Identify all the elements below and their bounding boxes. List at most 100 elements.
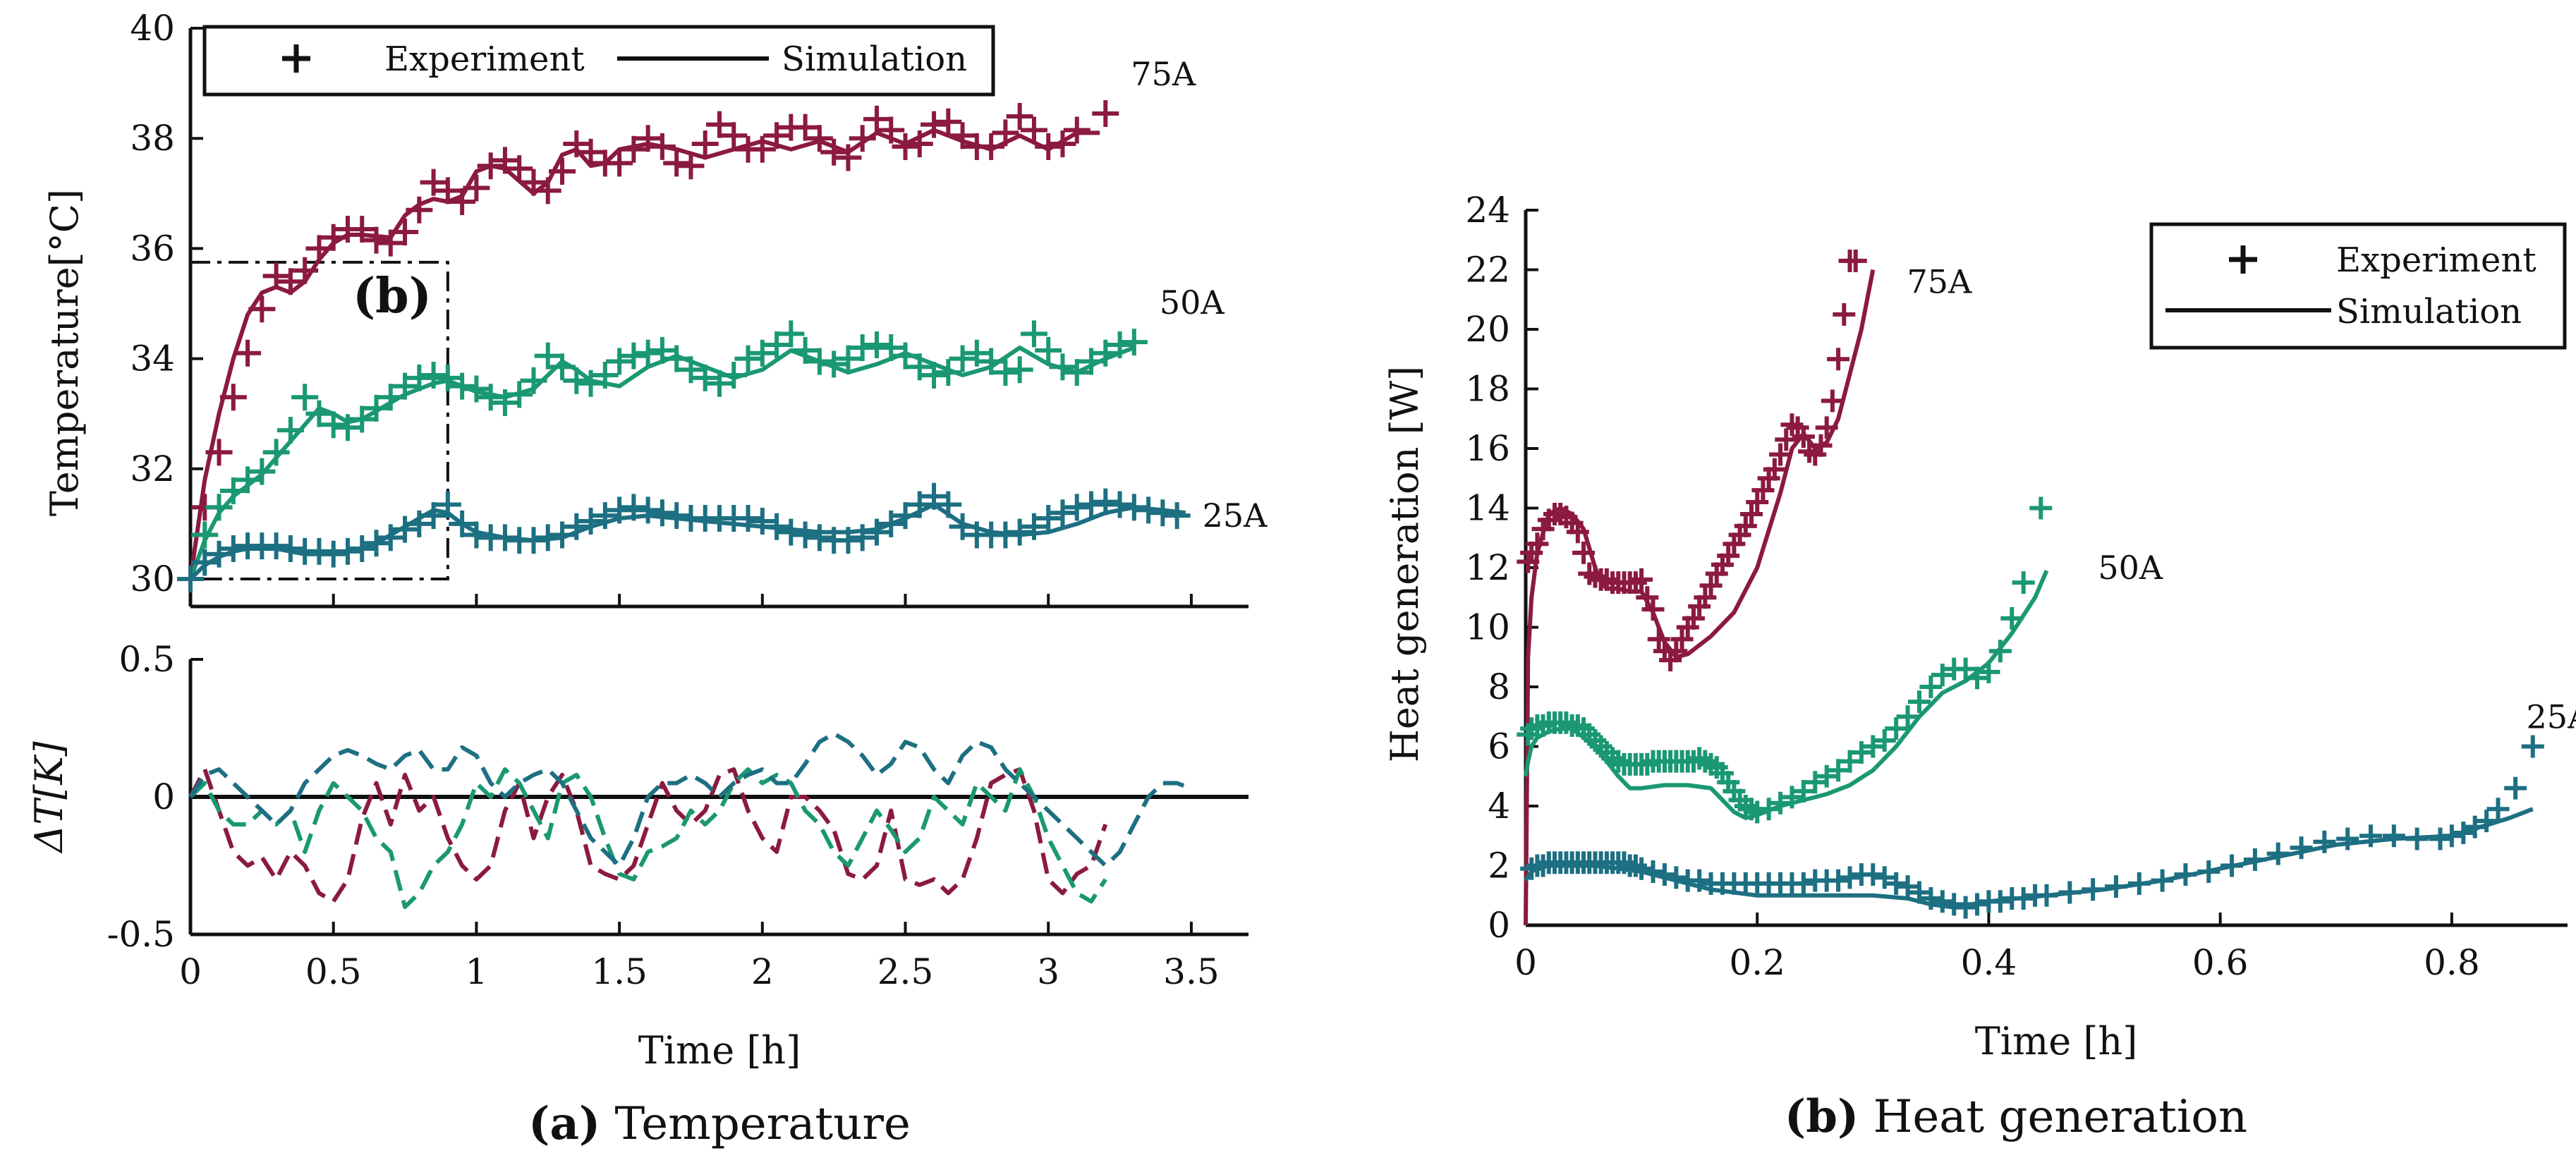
temp-75a-experiment-marker bbox=[205, 439, 233, 466]
diff-ytick-label: 0 bbox=[152, 776, 175, 817]
temp-25a-experiment-marker bbox=[1078, 491, 1105, 518]
temp-50a-experiment-marker bbox=[921, 362, 948, 389]
heat-25a-experiment-marker bbox=[2082, 878, 2105, 901]
temp-50a-experiment-marker bbox=[720, 362, 748, 389]
temp-legend-simulation-label: Simulation bbox=[782, 39, 967, 79]
temp-50a-experiment-marker bbox=[549, 353, 576, 381]
heat-legend-experiment-marker bbox=[2229, 245, 2257, 274]
temp-25a-experiment-marker bbox=[534, 524, 561, 551]
temp-50a-experiment-marker bbox=[691, 364, 719, 391]
temp-50a-experiment-marker bbox=[677, 356, 705, 384]
heat-xtick-label: 0.4 bbox=[1961, 942, 2017, 983]
temp-25a-experiment-marker bbox=[348, 535, 376, 562]
heat-25a-experiment-marker bbox=[2429, 827, 2452, 850]
heat-25a-experiment-marker bbox=[2440, 824, 2463, 848]
temp-25a-experiment-marker bbox=[377, 524, 404, 551]
temp-ytick-label: 34 bbox=[130, 338, 175, 379]
heat-25a-experiment-marker bbox=[1896, 875, 1919, 898]
temp-75a-experiment-marker bbox=[978, 133, 1005, 160]
heat-75a-experiment-marker bbox=[1694, 586, 1717, 609]
temp-legend-experiment-label: Experiment bbox=[384, 39, 585, 79]
temp-75a-experiment-marker bbox=[248, 295, 276, 323]
temp-50a-experiment-marker bbox=[219, 477, 247, 504]
temp-50a-experiment-marker bbox=[277, 417, 304, 444]
temp-75a-experiment-marker bbox=[291, 257, 319, 284]
heat-25a-experiment-marker bbox=[2058, 881, 2082, 904]
temp-75a-experiment-marker bbox=[463, 174, 490, 202]
heat-y-label: Heat generation [W] bbox=[1383, 366, 1427, 762]
temp-50a-experiment-marker bbox=[777, 320, 805, 348]
temp-50a-experiment-marker bbox=[1120, 329, 1148, 356]
heat-50a-experiment-marker bbox=[1861, 735, 1885, 758]
temp-75a-experiment-marker bbox=[305, 235, 333, 262]
heat-50a-experiment-marker bbox=[2000, 606, 2024, 630]
temp-50a-experiment-marker bbox=[791, 336, 819, 364]
temp-25a-experiment-marker bbox=[1120, 494, 1148, 521]
temp-50a-experiment-marker bbox=[305, 400, 333, 427]
heat-ytick-label: 0 bbox=[1488, 905, 1510, 946]
temp-50a-experiment-marker bbox=[1078, 348, 1105, 375]
temp-25a-experiment-marker bbox=[420, 502, 447, 530]
heat-25a-experiment-marker bbox=[2104, 875, 2127, 898]
heat-50a-experiment-marker bbox=[1977, 660, 2000, 683]
heat-25a-experiment-marker bbox=[1827, 869, 1850, 892]
temp-75a-experiment-marker bbox=[377, 229, 404, 257]
heat-50a-experiment-marker bbox=[1873, 729, 1896, 752]
heat-25a-experiment-marker bbox=[2197, 860, 2220, 883]
temp-75a-experiment-marker bbox=[420, 169, 447, 196]
heat-75a-experiment-marker bbox=[1526, 532, 1549, 556]
temp-50a-experiment-marker bbox=[420, 362, 447, 389]
temp-25a-experiment-marker bbox=[334, 537, 361, 565]
temp-75a-experiment-marker bbox=[477, 152, 504, 180]
temp-50a-experiment-marker bbox=[477, 384, 504, 411]
temp-50a-experiment-marker bbox=[706, 370, 733, 397]
temp-75a-experiment-marker bbox=[863, 105, 890, 133]
temp-50a-experiment-marker bbox=[363, 394, 390, 422]
heat-75a-experiment-marker bbox=[1566, 520, 1589, 544]
temp-75a-experiment-marker bbox=[663, 150, 691, 177]
heat-75a-experiment-marker bbox=[1815, 416, 1838, 439]
heat-75a-experiment-marker bbox=[1734, 514, 1757, 537]
heat-25a-label: 25A bbox=[2527, 697, 2576, 736]
caption-b-letter: (b) bbox=[1785, 1090, 1859, 1143]
heat-ytick-label: 20 bbox=[1465, 309, 1510, 350]
temp-25a-experiment-marker bbox=[777, 518, 805, 546]
heat-75a-experiment-marker bbox=[1763, 458, 1786, 481]
temp-25a-experiment-marker bbox=[391, 516, 419, 543]
temp-50a-experiment-marker bbox=[877, 334, 905, 361]
caption-a-letter: (a) bbox=[528, 1097, 600, 1150]
temp-75a-experiment-marker bbox=[806, 125, 833, 152]
heat-25a-experiment-marker bbox=[1966, 893, 1989, 916]
temp-25a-experiment-marker bbox=[305, 537, 333, 565]
temp-25a-experiment-marker bbox=[921, 482, 948, 510]
heat-25a-experiment-marker bbox=[1653, 863, 1676, 886]
temp-50a-label: 50A bbox=[1160, 283, 1225, 322]
temp-75a-experiment-marker bbox=[720, 122, 748, 150]
temp-25a-experiment-marker bbox=[320, 540, 347, 568]
temp-25a-experiment-marker bbox=[949, 513, 976, 540]
temp-75a-experiment-marker bbox=[563, 130, 590, 157]
diff-xtick-label: 2.5 bbox=[877, 951, 934, 992]
temp-25a-experiment-marker bbox=[1035, 505, 1062, 532]
temp-ytick-label: 38 bbox=[130, 118, 175, 159]
temp-50a-experiment-marker bbox=[377, 384, 404, 411]
heat-50a-experiment-marker bbox=[2029, 496, 2053, 520]
temp-50a-experiment-marker bbox=[820, 350, 848, 378]
temp-ytick-label: 36 bbox=[130, 228, 175, 269]
heat-75a-experiment-marker bbox=[1740, 502, 1763, 525]
diff-y-label: ΔT[K] bbox=[27, 740, 71, 853]
temp-25a-experiment-marker bbox=[834, 527, 862, 554]
heat-25a-experiment-marker bbox=[1931, 890, 1954, 913]
temp-75a-experiment-marker bbox=[348, 216, 376, 243]
heat-75a-experiment-marker bbox=[1647, 628, 1670, 651]
diff-xtick-label: 1 bbox=[465, 951, 487, 992]
temp-75a-experiment-marker bbox=[763, 122, 791, 150]
temp-legend: Experiment Simulation bbox=[202, 25, 995, 97]
heat-25a-experiment-marker bbox=[2359, 824, 2383, 848]
heat-25a-experiment-marker bbox=[1792, 872, 1815, 895]
temp-75a-experiment-marker bbox=[620, 135, 648, 163]
heat-50a-label: 50A bbox=[2098, 549, 2163, 587]
heat-50a-experiment-marker bbox=[1931, 664, 1954, 687]
heat-25a-experiment-marker bbox=[1630, 857, 1653, 880]
heat-75a-experiment-marker bbox=[1641, 598, 1665, 621]
